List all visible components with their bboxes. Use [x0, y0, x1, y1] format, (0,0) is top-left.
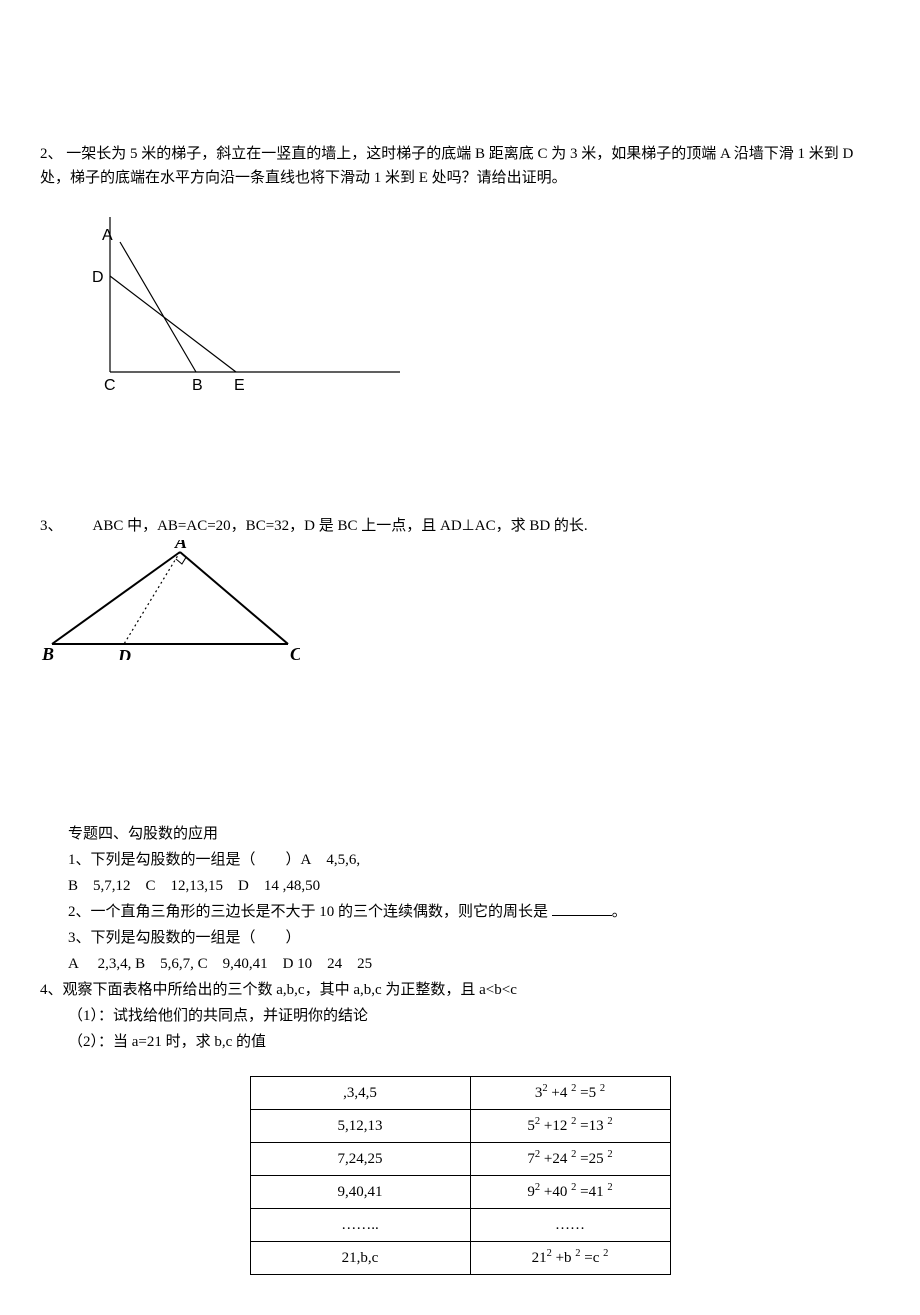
- svg-text:A: A: [102, 227, 113, 244]
- q2-text: 2、 一架长为 5 米的梯子，斜立在一竖直的墙上，这时梯子的底端 B 距离底 C…: [40, 142, 880, 190]
- table-row: 7,24,2572 +24 2 =25 2: [250, 1143, 670, 1176]
- svg-text:C: C: [104, 377, 116, 394]
- topic4-q4-line2: （1）：试找给他们的共同点，并证明你的结论: [40, 1004, 880, 1028]
- table-cell-left: ,3,4,5: [250, 1077, 470, 1110]
- svg-text:D: D: [117, 646, 131, 660]
- svg-text:E: E: [234, 377, 245, 394]
- table-cell-left: 9,40,41: [250, 1176, 470, 1209]
- topic4-q4-line3: （2）：当 a=21 时，求 b,c 的值: [40, 1030, 880, 1054]
- topic4-q4-line1: 4、观察下面表格中所给出的三个数 a,b,c，其中 a,b,c 为正整数，且 a…: [40, 978, 880, 1002]
- topic4-q1-line1: 1、下列是勾股数的一组是（ ）A 4,5,6,: [40, 848, 880, 872]
- svg-text:B: B: [192, 377, 203, 394]
- table-cell-right: 212 +b 2 =c 2: [470, 1242, 670, 1275]
- pythag-table: ,3,4,532 +4 2 =5 25,12,1352 +12 2 =13 27…: [250, 1076, 671, 1275]
- svg-text:A: A: [174, 540, 187, 552]
- table-cell-right: 92 +40 2 =41 2: [470, 1176, 670, 1209]
- topic4-q3: 3、下列是勾股数的一组是（ ）: [40, 926, 880, 950]
- topic4-title: 专题四、勾股数的应用: [40, 822, 880, 846]
- table-cell-right: 32 +4 2 =5 2: [470, 1077, 670, 1110]
- svg-text:B: B: [41, 644, 54, 660]
- q3-text: 3、 ABC 中，AB=AC=20，BC=32，D 是 BC 上一点，且 AD⊥…: [40, 514, 880, 538]
- svg-text:C: C: [290, 644, 300, 660]
- table-cell-left: ……..: [250, 1209, 470, 1242]
- table-row: ,3,4,532 +4 2 =5 2: [250, 1077, 670, 1110]
- table-cell-right: 52 +12 2 =13 2: [470, 1110, 670, 1143]
- topic4-q2: 2、一个直角三角形的三边长是不大于 10 的三个连续偶数，则它的周长是 。: [40, 900, 880, 924]
- table-row: 9,40,4192 +40 2 =41 2: [250, 1176, 670, 1209]
- table-row: 5,12,1352 +12 2 =13 2: [250, 1110, 670, 1143]
- table-cell-left: 7,24,25: [250, 1143, 470, 1176]
- table-row: 21,b,c212 +b 2 =c 2: [250, 1242, 670, 1275]
- table-row: ……..……: [250, 1209, 670, 1242]
- table-cell-right: ……: [470, 1209, 670, 1242]
- topic4-q2-tail: 。: [612, 904, 627, 920]
- topic4-q1-line2: B 5,7,12 C 12,13,15 D 14 ,48,50: [40, 874, 880, 898]
- table-cell-left: 5,12,13: [250, 1110, 470, 1143]
- table-cell-right: 72 +24 2 =25 2: [470, 1143, 670, 1176]
- topic4-q2-text: 2、一个直角三角形的三边长是不大于 10 的三个连续偶数，则它的周长是: [68, 904, 552, 920]
- q2-diagram: A D C B E: [40, 202, 880, 402]
- svg-text:D: D: [92, 269, 104, 286]
- blank-fill: [552, 901, 612, 916]
- table-cell-left: 21,b,c: [250, 1242, 470, 1275]
- q3-diagram: A B C D: [40, 540, 880, 660]
- topic4-q3-opts: A 2,3,4, B 5,6,7, C 9,40,41 D 10 24 25: [40, 952, 880, 976]
